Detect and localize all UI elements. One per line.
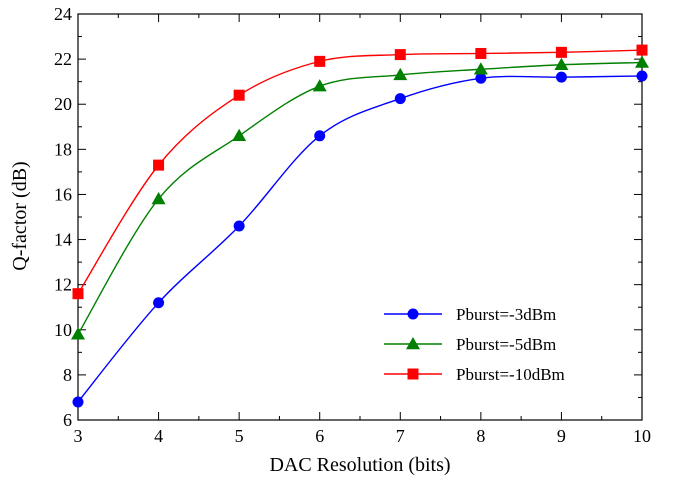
legend-marker — [407, 368, 419, 380]
series-line — [77, 49, 643, 295]
y-tick-label: 24 — [54, 4, 72, 24]
y-tick-label: 16 — [54, 184, 72, 204]
data-point — [232, 128, 247, 142]
data-point — [636, 44, 648, 56]
legend-label: Pburst=-10dBm — [456, 365, 565, 384]
y-tick-label: 14 — [54, 230, 72, 250]
data-point — [475, 47, 487, 59]
data-point — [314, 130, 326, 142]
axes: 3 4 5 6 7 8 9 10 6 8 10 12 14 16 18 20 22 24 — [54, 4, 651, 446]
data-point — [233, 89, 245, 101]
legend: Pburst=-3dBm Pburst=-5dBm Pburst=-10dBm — [384, 305, 565, 384]
data-point — [312, 79, 327, 92]
legend-label: Pburst=-5dBm — [456, 335, 556, 354]
data-point — [473, 62, 488, 75]
y-axis-title: Q-factor (dB) — [9, 161, 31, 270]
y-tick-label: 12 — [54, 275, 72, 295]
x-tick-label: 4 — [154, 426, 163, 446]
series-line — [77, 75, 643, 403]
data-point — [394, 93, 406, 105]
x-tick-label: 6 — [315, 426, 324, 446]
y-tick-label: 22 — [54, 49, 72, 69]
series-layer — [71, 44, 649, 408]
legend-label: Pburst=-3dBm — [456, 305, 556, 324]
data-point — [314, 55, 326, 67]
x-tick-label: 9 — [557, 426, 566, 446]
series-square — [72, 44, 648, 300]
y-tick-label: 10 — [54, 320, 72, 340]
data-point — [555, 71, 567, 83]
data-point — [233, 220, 245, 232]
data-point — [636, 70, 648, 82]
data-point — [554, 57, 569, 70]
data-point — [72, 288, 84, 300]
x-axis-title: DAC Resolution (bits) — [269, 454, 450, 475]
x-tick-label: 3 — [74, 426, 83, 446]
x-tick-label: 10 — [633, 426, 651, 446]
data-point — [394, 49, 406, 61]
x-tick-label: 8 — [476, 426, 485, 446]
series-line — [77, 61, 643, 335]
legend-marker — [407, 308, 419, 320]
series-triangle — [71, 55, 649, 340]
x-tick-label: 5 — [235, 426, 244, 446]
data-point — [635, 55, 649, 68]
data-point — [555, 46, 567, 58]
y-tick-label: 6 — [63, 410, 72, 430]
x-tick-label: 7 — [396, 426, 405, 446]
series-circle — [72, 70, 648, 408]
data-point — [153, 159, 165, 171]
data-point — [71, 327, 85, 340]
legend-marker — [406, 337, 420, 350]
data-point — [393, 67, 408, 81]
y-tick-label: 8 — [63, 365, 72, 385]
y-tick-label: 20 — [54, 94, 72, 114]
y-tick-label: 18 — [54, 139, 72, 159]
data-point — [475, 72, 487, 84]
data-point — [151, 191, 166, 205]
data-point — [72, 396, 84, 408]
data-point — [153, 297, 165, 309]
